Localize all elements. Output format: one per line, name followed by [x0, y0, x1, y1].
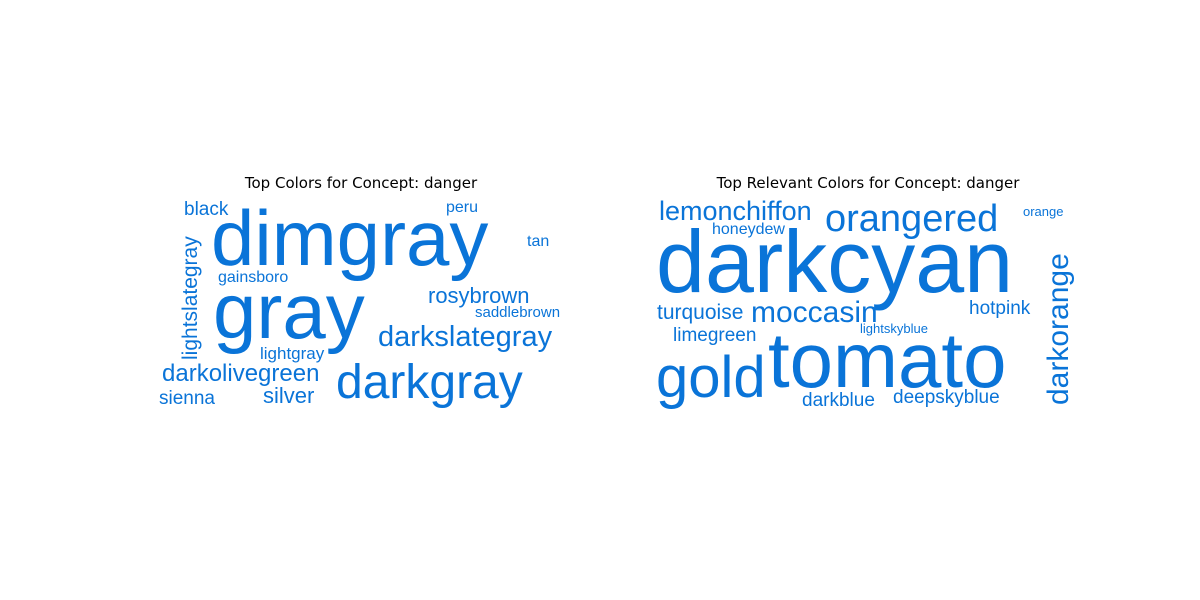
right-cloud-title: Top Relevant Colors for Concept: danger [716, 174, 1020, 192]
cloud-word-peru: peru [446, 199, 478, 216]
cloud-word-tan: tan [527, 233, 549, 250]
cloud-word-tomato: tomato [768, 316, 1006, 404]
cloud-word-moccasin: moccasin [751, 296, 878, 329]
cloud-word-orange: orange [1023, 204, 1063, 219]
cloud-word-darkslategray: darkslategray [378, 321, 553, 353]
cloud-word-gold: gold [656, 345, 766, 410]
cloud-word-honeydew: honeydew [712, 221, 785, 238]
cloud-word-darkorange: darkorange [1042, 253, 1075, 405]
cloud-word-darkolivegreen: darkolivegreen [162, 360, 319, 387]
cloud-word-gainsboro: gainsboro [218, 269, 288, 286]
cloud-word-lemonchiffon: lemonchiffon [659, 196, 812, 226]
cloud-word-lightskyblue: lightskyblue [860, 321, 928, 336]
cloud-word-lightgray: lightgray [260, 344, 325, 363]
cloud-word-dimgray: dimgray [211, 194, 488, 282]
cloud-word-darkcyan: darkcyan [656, 212, 1013, 311]
cloud-word-turquoise: turquoise [657, 301, 743, 324]
cloud-word-limegreen: limegreen [673, 325, 756, 346]
cloud-word-black: black [184, 199, 229, 220]
cloud-word-gray: gray [213, 267, 365, 355]
cloud-word-sienna: sienna [159, 388, 215, 409]
cloud-word-darkgray: darkgray [336, 356, 523, 409]
cloud-word-lightslategray: lightslategray [179, 236, 202, 360]
cloud-word-rosybrown: rosybrown [428, 283, 529, 308]
left-cloud-title: Top Colors for Concept: danger [244, 174, 478, 192]
cloud-word-silver: silver [263, 383, 314, 408]
cloud-word-darkblue: darkblue [802, 390, 875, 411]
cloud-word-hotpink: hotpink [969, 298, 1031, 319]
cloud-word-deepskyblue: deepskyblue [893, 387, 1000, 408]
cloud-word-saddlebrown: saddlebrown [475, 304, 560, 321]
cloud-word-orangered: orangered [825, 198, 998, 240]
